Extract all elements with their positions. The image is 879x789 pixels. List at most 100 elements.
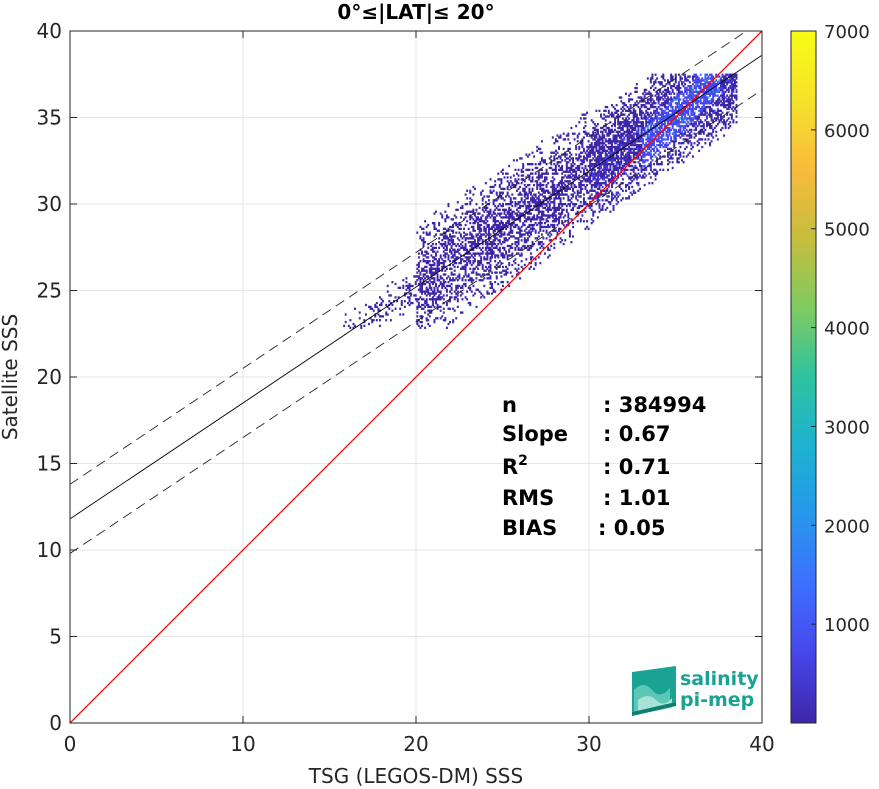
heatmap-cell — [428, 271, 431, 274]
heatmap-cell — [447, 284, 450, 288]
heatmap-cell — [417, 252, 420, 255]
heatmap-cell — [604, 140, 607, 143]
heatmap-cell — [483, 284, 486, 288]
heatmap-cell — [427, 292, 430, 295]
heatmap-cell — [673, 142, 676, 145]
heatmap-cell — [433, 223, 436, 227]
heatmap-cell — [671, 166, 674, 170]
heatmap-cell — [544, 159, 546, 162]
heatmap-cell — [663, 121, 666, 124]
heatmap-cell — [702, 100, 705, 103]
heatmap-cell — [606, 132, 609, 135]
heatmap-cell — [445, 214, 448, 217]
heatmap-cell — [540, 212, 543, 215]
heatmap-cell — [581, 183, 584, 187]
heatmap-cell — [589, 197, 592, 200]
heatmap-cell — [435, 269, 437, 272]
heatmap-cell — [701, 90, 704, 93]
heatmap-cell — [662, 123, 665, 126]
heatmap-cell — [735, 94, 738, 97]
heatmap-cell — [667, 115, 669, 118]
heatmap-cell — [667, 88, 669, 92]
heatmap-cell — [659, 126, 662, 130]
heatmap-cell — [455, 244, 458, 248]
heatmap-cell — [386, 313, 389, 316]
heatmap-cell — [609, 210, 612, 213]
heatmap-cell — [637, 157, 640, 160]
heatmap-cell — [533, 183, 536, 187]
heatmap-cell — [609, 145, 612, 149]
heatmap-cell — [646, 113, 649, 116]
heatmap-cell — [624, 109, 627, 113]
heatmap-cell — [656, 124, 659, 128]
heatmap-cell — [550, 244, 553, 248]
heatmap-cell — [617, 195, 620, 198]
heatmap-cell — [545, 231, 548, 234]
heatmap-cell — [553, 229, 556, 232]
heatmap-cell — [628, 123, 631, 126]
heatmap-cell — [709, 86, 712, 90]
heatmap-cell — [579, 170, 582, 173]
heatmap-cell — [707, 102, 710, 105]
heatmap-cell — [477, 225, 480, 229]
heatmap-cell — [467, 301, 470, 305]
heatmap-cell — [659, 104, 662, 107]
x-tick-label: 10 — [230, 732, 255, 756]
heatmap-cell — [687, 100, 690, 103]
heatmap-cell — [607, 195, 610, 198]
heatmap-cell — [721, 102, 724, 105]
heatmap-cell — [550, 151, 553, 154]
heatmap-cell — [648, 92, 651, 95]
heatmap-cell — [626, 142, 629, 145]
heatmap-cell — [705, 105, 708, 109]
heatmap-cell — [631, 185, 634, 189]
heatmap-cell — [710, 113, 713, 116]
heatmap-cell — [477, 239, 480, 242]
heatmap-cell — [478, 206, 481, 210]
heatmap-cell — [705, 115, 708, 118]
heatmap-cell — [693, 107, 696, 111]
heatmap-cell — [525, 204, 528, 208]
heatmap-cell — [674, 109, 677, 113]
heatmap-cell — [508, 214, 511, 217]
heatmap-cell — [444, 235, 447, 238]
heatmap-cell — [671, 161, 674, 164]
heatmap-cell — [663, 149, 666, 152]
heatmap-cell — [598, 199, 601, 202]
heatmap-cell — [699, 121, 702, 124]
heatmap-cell — [442, 242, 445, 246]
heatmap-cell — [632, 191, 635, 194]
heatmap-cell — [567, 161, 570, 164]
heatmap-cell — [663, 84, 666, 88]
heatmap-cell — [730, 81, 733, 84]
heatmap-cell — [670, 92, 673, 95]
heatmap-cell — [662, 117, 665, 120]
heatmap-cell — [590, 151, 593, 154]
heatmap-cell — [656, 130, 659, 133]
colorbar-tick-label: 2000 — [824, 516, 870, 537]
heatmap-cell — [449, 235, 451, 238]
heatmap-cell — [620, 163, 623, 166]
heatmap-cell — [596, 151, 599, 154]
heatmap-cell — [438, 221, 441, 225]
heatmap-cell — [715, 88, 718, 92]
heatmap-cell — [626, 130, 629, 133]
heatmap-cell — [550, 208, 553, 211]
heatmap-cell — [688, 96, 691, 99]
heatmap-cell — [442, 311, 445, 314]
heatmap-cell — [660, 115, 663, 118]
heatmap-cell — [696, 102, 699, 105]
heatmap-cell — [670, 117, 673, 120]
heatmap-cell — [684, 88, 687, 92]
heatmap-cell — [637, 138, 640, 141]
heatmap-cell — [402, 313, 405, 316]
heatmap-cell — [632, 126, 635, 130]
heatmap-cell — [723, 105, 726, 109]
heatmap-cell — [620, 111, 623, 114]
heatmap-cell — [696, 81, 699, 84]
heatmap-cell — [528, 248, 531, 251]
heatmap-cell — [556, 231, 559, 234]
heatmap-cell — [663, 79, 666, 82]
heatmap-cell — [445, 248, 448, 251]
heatmap-cell — [615, 182, 618, 185]
